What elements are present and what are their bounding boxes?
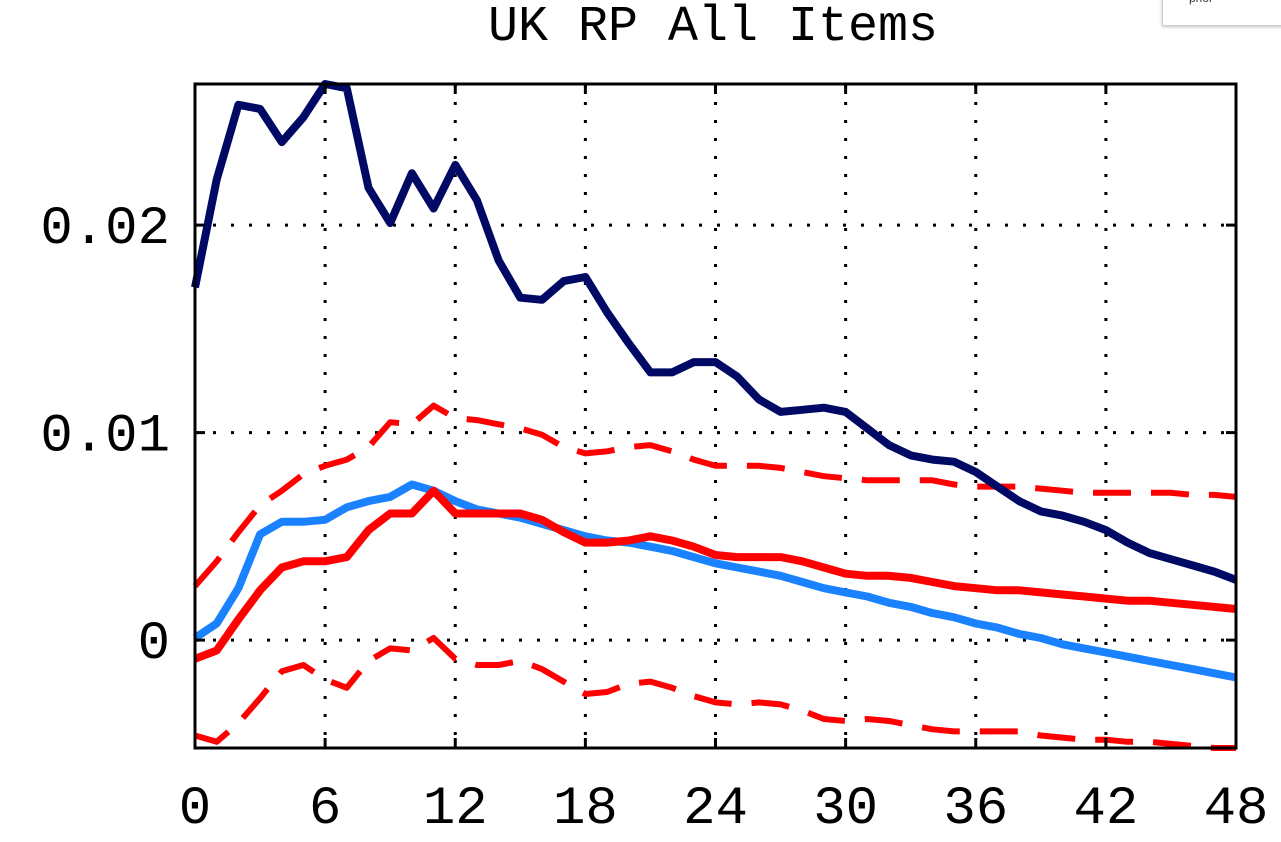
y-tick-labels: 0 0.01 0.02 bbox=[40, 199, 170, 675]
y-tick-label: 0 bbox=[138, 614, 170, 675]
y-tick-label: 0.02 bbox=[40, 199, 170, 260]
y-tick-label: 0.01 bbox=[40, 407, 170, 468]
x-tick-labels: 0 6 12 18 24 30 36 42 48 bbox=[179, 779, 1269, 840]
chart-title: UK RP All Items bbox=[488, 0, 938, 56]
x-tick-label: 42 bbox=[1073, 779, 1138, 840]
x-tick-label: 30 bbox=[813, 779, 878, 840]
x-tick-label: 48 bbox=[1204, 779, 1269, 840]
blue-solid-line-1 bbox=[192, 480, 1237, 682]
navy-solid-line-0 bbox=[191, 80, 1238, 584]
red-solid-line-2 bbox=[193, 486, 1237, 663]
x-tick-label: 18 bbox=[553, 779, 618, 840]
x-tick-label: 0 bbox=[179, 779, 211, 840]
x-tick-label: 24 bbox=[683, 779, 748, 840]
legend-label: prior bbox=[1189, 0, 1213, 5]
series-group bbox=[191, 80, 1238, 751]
red-dashed-line-4 bbox=[194, 635, 1236, 751]
tick-marks bbox=[193, 84, 1238, 748]
red-dashed-line-3 bbox=[192, 402, 1237, 589]
x-tick-label: 36 bbox=[943, 779, 1008, 840]
grid bbox=[195, 84, 1236, 748]
x-tick-label: 6 bbox=[309, 779, 341, 840]
x-tick-label: 12 bbox=[423, 779, 488, 840]
legend[interactable]: prior bbox=[1162, 0, 1281, 26]
